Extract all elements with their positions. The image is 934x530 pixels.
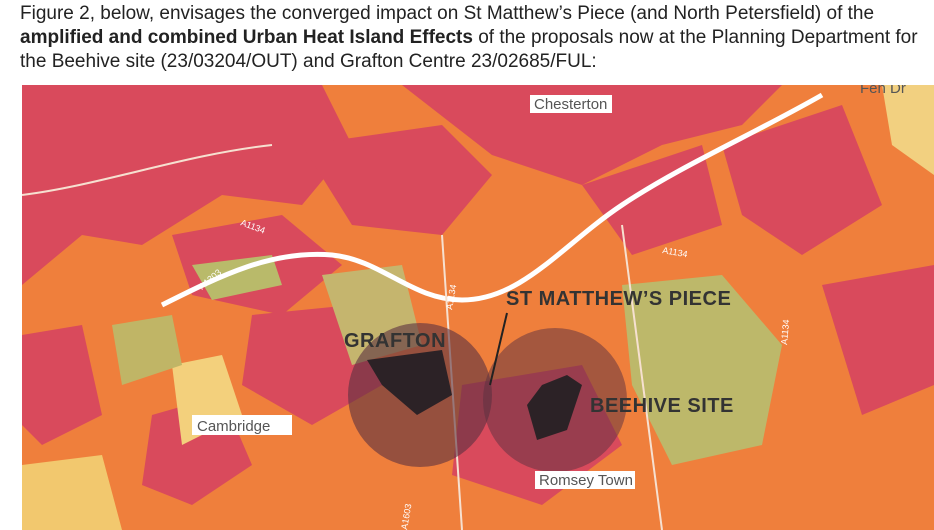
site-label: BEEHIVE SITE (590, 395, 734, 417)
road-label: A1134 (779, 319, 791, 345)
site-label: ST MATTHEW’S PIECE (506, 288, 731, 310)
grafton-site (367, 350, 452, 415)
place-label: Chesterton (534, 96, 607, 113)
label-box (535, 471, 635, 489)
road-label: A1603 (399, 503, 413, 530)
pointer (489, 312, 508, 386)
road-label: A1134 (662, 245, 689, 259)
beehive-site (527, 375, 582, 440)
bold-text: amplified and combined Urban Heat Island… (20, 27, 473, 48)
place-label: Fen Dr (860, 85, 906, 97)
main-road (160, 92, 824, 308)
site-label: GRAFTON (344, 330, 446, 352)
text: of the proposals now at the Planning Dep… (20, 27, 918, 72)
road-label: A1134 (444, 284, 458, 311)
label-box (192, 415, 292, 435)
text: Figure 2, below, envisages the converged… (20, 3, 875, 24)
paragraph: Figure 2, below, envisages the converged… (20, 2, 925, 74)
place-label: Cambridge (197, 418, 270, 435)
heat-map: Chesterton Cambridge Romsey Town Fen Dr … (22, 85, 934, 530)
hot-areas (22, 85, 934, 505)
place-label: Romsey Town (539, 472, 633, 489)
label-box (530, 95, 612, 113)
